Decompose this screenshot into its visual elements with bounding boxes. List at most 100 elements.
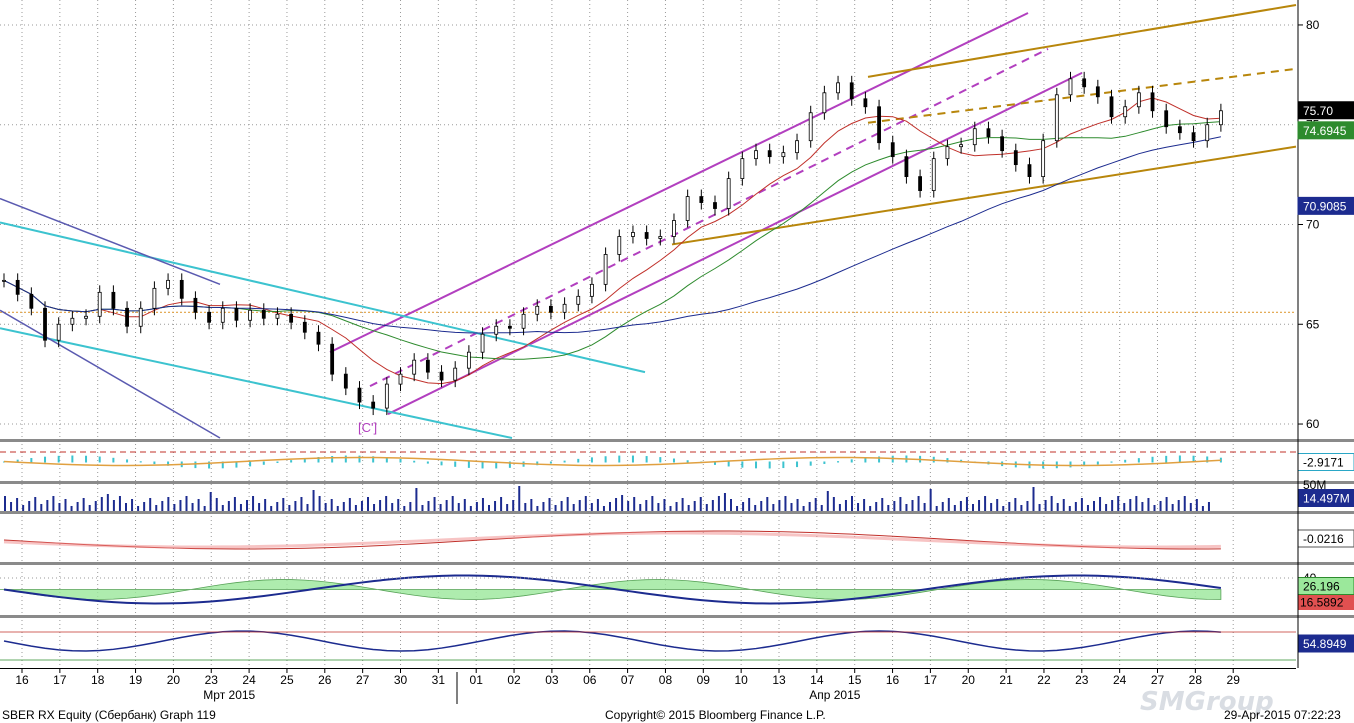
volume-bar (1117, 496, 1120, 511)
ticker-title: SBER RX Equity (Сбербанк) Graph 119 (2, 708, 216, 722)
oscillator-bar (194, 461, 197, 469)
volume-bar (324, 503, 327, 511)
month-label: Мрт 2015 (203, 688, 255, 702)
volume-bar (536, 506, 539, 511)
price-candle (275, 313, 280, 319)
price-candle (1000, 136, 1005, 152)
price-candle (425, 359, 430, 373)
date-tick-label: 02 (507, 673, 521, 687)
volume-bar (711, 500, 714, 511)
date-tick-label: 07 (621, 673, 635, 687)
date-tick-label: 09 (697, 673, 711, 687)
volume-bar (941, 502, 944, 511)
oscillator-bar (71, 455, 74, 463)
oscillator-bar (44, 456, 47, 463)
price-candle (754, 150, 758, 160)
price-candle (1027, 164, 1032, 178)
volume-bar (1038, 504, 1041, 511)
volume-bar (1099, 497, 1102, 511)
grid-layer (0, 0, 1296, 668)
oscillator-bar (741, 461, 744, 468)
volume-bar (990, 503, 993, 511)
trend-lines (0, 4, 1297, 439)
oscillator-bar (713, 461, 716, 465)
volume-bar (602, 506, 605, 511)
oscillator-bar (467, 461, 470, 468)
volume-bar (1171, 504, 1174, 511)
volume-bar (415, 488, 418, 511)
price-candle (1164, 110, 1169, 128)
volume-bar (137, 506, 140, 511)
volume-bar (1074, 502, 1077, 511)
volume-bar (46, 500, 49, 511)
price-candle (1041, 140, 1046, 178)
volume-bar (596, 499, 599, 511)
date-tick-label: 22 (1037, 673, 1051, 687)
oscillator-bar (549, 461, 552, 464)
volume-tick-label: 50M (1303, 478, 1326, 492)
price-candle (740, 158, 745, 179)
volume-bar (4, 496, 6, 511)
date-tick-label: 06 (583, 673, 597, 687)
volume-bar (10, 502, 13, 511)
price-candle (535, 305, 540, 315)
volume-bar (518, 486, 521, 511)
oscillator-bar (331, 456, 334, 463)
oscillator-bar (659, 457, 662, 463)
price-candle (480, 333, 485, 353)
dmi-badge-secondary: 16.5892 (1300, 596, 1344, 610)
oscillator-bar (30, 458, 33, 463)
volume-bar (318, 496, 321, 511)
price-candle (1136, 92, 1141, 108)
date-tick-label: 01 (470, 673, 484, 687)
price-candle (767, 150, 772, 158)
date-tick-label: 03 (545, 673, 559, 687)
volume-bar (469, 506, 472, 511)
volume-bar (778, 500, 781, 511)
oscillator-bar (850, 459, 853, 463)
oscillator-bar (755, 461, 758, 469)
volume-bar (512, 500, 515, 511)
volume-bar (149, 498, 152, 511)
price-candle (316, 331, 321, 345)
magenta-channel-upper (329, 12, 1029, 354)
panel-badge-value: -2.9171 (1303, 456, 1344, 470)
volume-bar (645, 500, 648, 511)
volume-bar (197, 499, 200, 511)
oscillator-bar (672, 458, 675, 463)
volume-bar (548, 498, 551, 511)
volume-bar (342, 502, 345, 511)
price-candle (644, 232, 649, 239)
volume-bar (451, 496, 454, 511)
volume-bar (64, 499, 67, 511)
oscillator-bar (837, 461, 840, 463)
volume-bar (675, 502, 678, 511)
volume-bar (1008, 502, 1011, 511)
volume-bar (651, 496, 654, 511)
price-candle (453, 367, 458, 381)
date-tick-label: 25 (280, 673, 294, 687)
volume-bar (373, 504, 376, 511)
panel-separator (0, 562, 1354, 565)
volume-bar (627, 501, 630, 511)
volume-bar (367, 497, 369, 511)
volume-bar (288, 505, 291, 511)
price-candle (248, 309, 253, 321)
volume-bar (972, 504, 974, 511)
price-candle (371, 401, 376, 409)
price-tick-label: 65 (1306, 317, 1320, 331)
price-candle (672, 220, 676, 237)
oscillator-bar (796, 461, 799, 468)
magenta-channel-mid (369, 48, 1049, 388)
volume-bar (1129, 499, 1132, 511)
volume-bar (796, 499, 799, 511)
volume-bar (923, 503, 926, 511)
volume-bar (34, 497, 37, 511)
volume-bar (754, 505, 757, 511)
volume-bar (736, 506, 739, 511)
volume-bar (40, 504, 43, 511)
volume-bar (814, 498, 817, 511)
oscillator-bar (1124, 459, 1127, 463)
oscillator-bar (1110, 461, 1113, 463)
